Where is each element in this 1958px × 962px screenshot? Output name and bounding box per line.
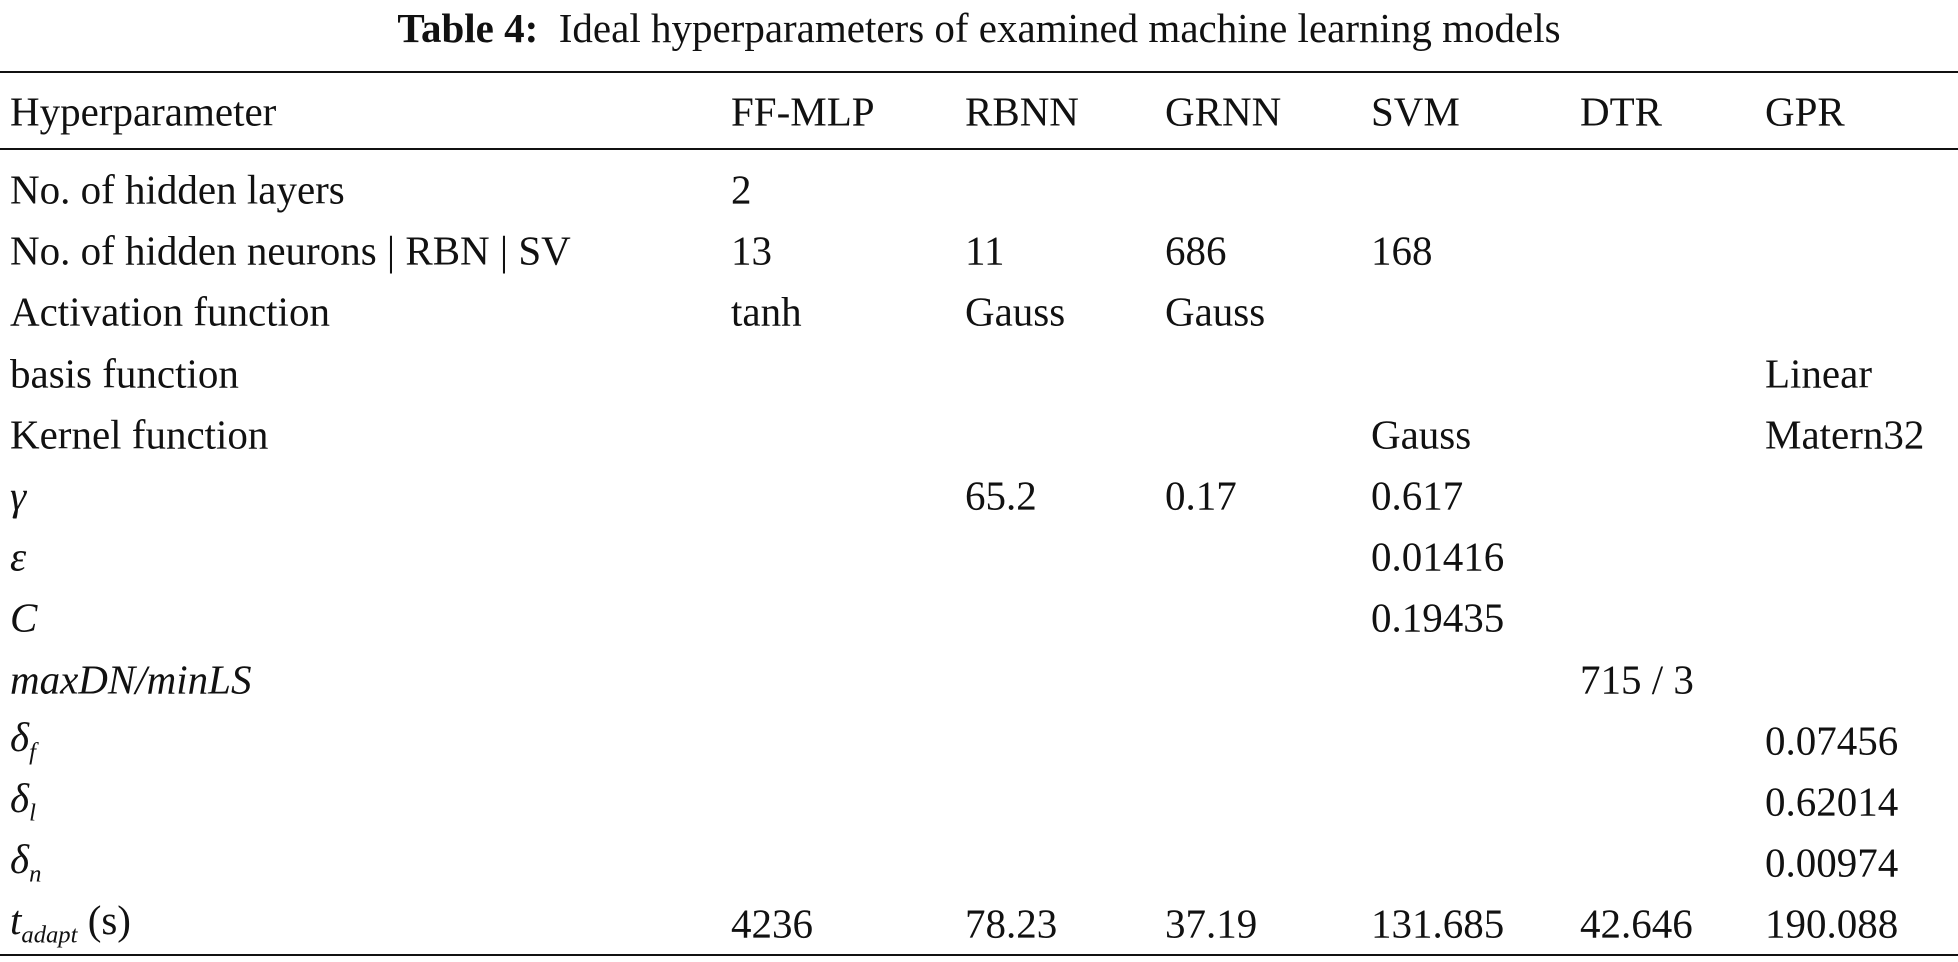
table-cell: tanh xyxy=(731,288,802,335)
header-cell: GPR xyxy=(1765,88,1845,135)
header-cell: GRNN xyxy=(1165,88,1282,135)
table-cell: 65.2 xyxy=(965,472,1037,519)
row-label-text: maxDN/minLS xyxy=(10,656,252,703)
row-label: Activation function xyxy=(10,288,330,335)
row-label: C xyxy=(10,594,38,641)
row-label: δf xyxy=(10,713,36,766)
row-label: No. of hidden layers xyxy=(10,166,345,213)
table-cell: 168 xyxy=(1371,227,1433,274)
table-cell: 42.646 xyxy=(1580,900,1693,947)
header-cell: RBNN xyxy=(965,88,1079,135)
row-label: No. of hidden neurons | RBN | SV xyxy=(10,227,571,274)
table-cell: Gauss xyxy=(965,288,1066,335)
row-label-text: Kernel function xyxy=(10,411,269,458)
row-label: tadapt (s) xyxy=(10,900,131,948)
header-rule xyxy=(0,148,1958,150)
table-cell: 190.088 xyxy=(1765,900,1899,947)
table-cell: 11 xyxy=(965,227,1005,274)
caption-label: Table 4: xyxy=(397,5,539,51)
row-label: δl xyxy=(10,774,36,827)
table-cell: 0.617 xyxy=(1371,472,1464,519)
row-label: maxDN/minLS xyxy=(10,659,251,700)
row-label-text: t xyxy=(10,897,22,944)
caption: Table 4: Ideal hyperparameters of examin… xyxy=(0,4,1958,52)
row-label-text: No. of hidden layers xyxy=(10,166,345,213)
row-label-text: No. of hidden neurons | RBN | SV xyxy=(10,227,571,274)
row-label: basis function xyxy=(10,353,239,394)
table-cell: 37.19 xyxy=(1165,900,1258,947)
table-cell: 13 xyxy=(731,227,772,274)
table-cell: 131.685 xyxy=(1371,900,1505,947)
row-label-sub: f xyxy=(29,738,36,766)
table-cell: 0.17 xyxy=(1165,472,1237,519)
table-cell: 0.01416 xyxy=(1371,533,1505,580)
header-cell: DTR xyxy=(1580,88,1662,135)
row-label-text: δ xyxy=(10,836,30,883)
table-cell: Gauss xyxy=(1165,288,1266,335)
row-label-text: δ xyxy=(10,774,30,821)
header-cell: SVM xyxy=(1371,88,1460,135)
header-cell: FF-MLP xyxy=(731,88,875,135)
bottom-rule xyxy=(0,954,1958,956)
header-cell: Hyperparameter xyxy=(10,88,277,135)
row-label-text: γ xyxy=(10,472,27,519)
row-label: δn xyxy=(10,839,41,887)
table-cell: 4236 xyxy=(731,900,813,947)
row-label-text: Activation function xyxy=(10,288,330,335)
table-cell: Matern32 xyxy=(1765,411,1925,458)
table-cell: Gauss xyxy=(1371,411,1472,458)
table-cell: 0.19435 xyxy=(1371,594,1505,641)
top-rule xyxy=(0,71,1958,73)
table-cell: 715 / 3 xyxy=(1580,656,1694,703)
table-cell: Linear xyxy=(1765,350,1872,397)
row-label: γ xyxy=(10,472,27,519)
row-label-sub: n xyxy=(29,860,42,888)
row-label-sub: l xyxy=(29,799,36,827)
table-cell: 78.23 xyxy=(965,900,1058,947)
table-cell: 686 xyxy=(1165,227,1227,274)
table-cell: 2 xyxy=(731,166,752,213)
table-cell: 0.00974 xyxy=(1765,839,1899,886)
row-label: ε xyxy=(10,533,27,580)
table-cell: 0.62014 xyxy=(1765,778,1899,825)
row-label-text: δ xyxy=(10,713,30,760)
row-label-unit: (s) xyxy=(87,897,131,944)
row-label-text: ε xyxy=(10,533,27,580)
row-label-text: basis function xyxy=(10,350,239,397)
caption-text: Ideal hyperparameters of examined machin… xyxy=(558,5,1561,51)
row-label-text: C xyxy=(10,594,38,641)
table-cell: 0.07456 xyxy=(1765,717,1899,764)
row-label: Kernel function xyxy=(10,414,268,455)
row-label-sub: adapt xyxy=(21,921,78,949)
